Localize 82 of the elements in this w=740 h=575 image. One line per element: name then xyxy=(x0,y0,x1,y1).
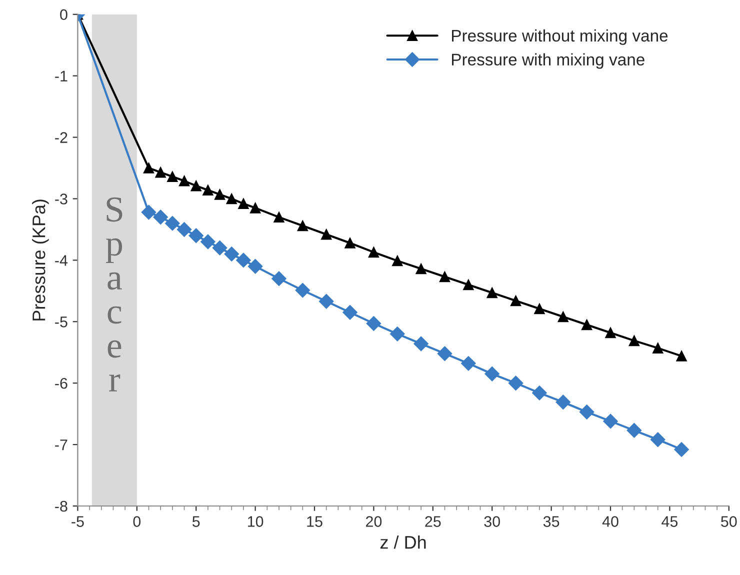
x-tick-label: 0 xyxy=(133,516,141,527)
point xyxy=(674,442,689,457)
point xyxy=(556,394,571,410)
y-tick-label: -4 xyxy=(55,255,68,266)
y-tick-label: -8 xyxy=(55,500,68,512)
y-axis-title: Pressure (KPa) xyxy=(32,200,49,320)
point xyxy=(176,222,192,237)
point xyxy=(155,166,166,178)
point xyxy=(676,350,687,362)
point xyxy=(165,216,180,231)
x-tick-label: 10 xyxy=(248,516,264,527)
point xyxy=(439,271,450,282)
x-tick-label: 20 xyxy=(366,516,382,527)
point xyxy=(272,271,286,286)
point xyxy=(344,238,356,248)
point xyxy=(650,432,666,448)
point xyxy=(250,202,261,214)
point xyxy=(238,198,249,210)
point xyxy=(484,366,500,382)
legend-label: Pressure without mixing vane xyxy=(452,29,668,45)
point xyxy=(605,327,616,338)
x-tick-label: 5 xyxy=(192,516,200,527)
x-tick-label: -5 xyxy=(72,516,84,527)
point xyxy=(318,294,334,309)
legend-label: Pressure with mixing vane xyxy=(452,53,644,69)
point xyxy=(579,404,594,420)
y-tick-label: -1 xyxy=(55,70,68,82)
point xyxy=(342,305,358,320)
point xyxy=(510,295,522,306)
point xyxy=(143,162,154,174)
point xyxy=(153,210,168,225)
point xyxy=(486,287,498,298)
point xyxy=(534,303,545,314)
point xyxy=(414,336,428,352)
x-tick-label: 15 xyxy=(307,516,322,527)
point xyxy=(224,246,240,262)
point xyxy=(392,255,403,266)
x-tick-label: 50 xyxy=(721,516,737,527)
y-tick-label: -7 xyxy=(55,440,68,450)
point xyxy=(508,376,524,390)
point xyxy=(652,342,664,354)
point xyxy=(295,282,310,298)
x-tick-label: 45 xyxy=(662,516,678,527)
point xyxy=(297,220,308,232)
point xyxy=(178,176,190,186)
x-tick-label: 35 xyxy=(543,516,560,527)
x-tick-label: 30 xyxy=(484,516,500,527)
x-axis-title: z / Dh xyxy=(380,536,426,549)
point xyxy=(368,246,380,258)
point xyxy=(274,212,284,223)
point xyxy=(581,319,592,330)
point xyxy=(248,258,263,274)
point xyxy=(558,311,569,322)
point xyxy=(437,346,452,361)
point xyxy=(141,204,156,220)
point xyxy=(366,316,382,331)
point xyxy=(214,189,226,200)
point xyxy=(188,228,204,243)
point xyxy=(190,180,202,192)
x-tick-label: 25 xyxy=(425,516,441,527)
y-tick-label: 0 xyxy=(60,9,68,20)
y-tick-label: -6 xyxy=(55,378,68,389)
point xyxy=(200,234,216,250)
point xyxy=(626,423,642,438)
y-tick-label: -3 xyxy=(55,194,68,204)
y-tick-label: -5 xyxy=(55,316,68,328)
point xyxy=(463,279,474,290)
point xyxy=(628,335,640,346)
point xyxy=(390,326,405,342)
point xyxy=(226,193,237,204)
point xyxy=(236,252,251,268)
y-tick-label: -2 xyxy=(55,132,68,143)
point xyxy=(212,240,228,256)
point xyxy=(461,356,476,371)
band-label: Spacer xyxy=(106,197,122,392)
point xyxy=(416,263,426,274)
x-tick-label: 40 xyxy=(602,516,618,527)
point xyxy=(603,414,618,429)
point xyxy=(532,386,547,400)
point xyxy=(167,171,178,182)
point xyxy=(202,184,214,196)
point xyxy=(320,228,332,240)
